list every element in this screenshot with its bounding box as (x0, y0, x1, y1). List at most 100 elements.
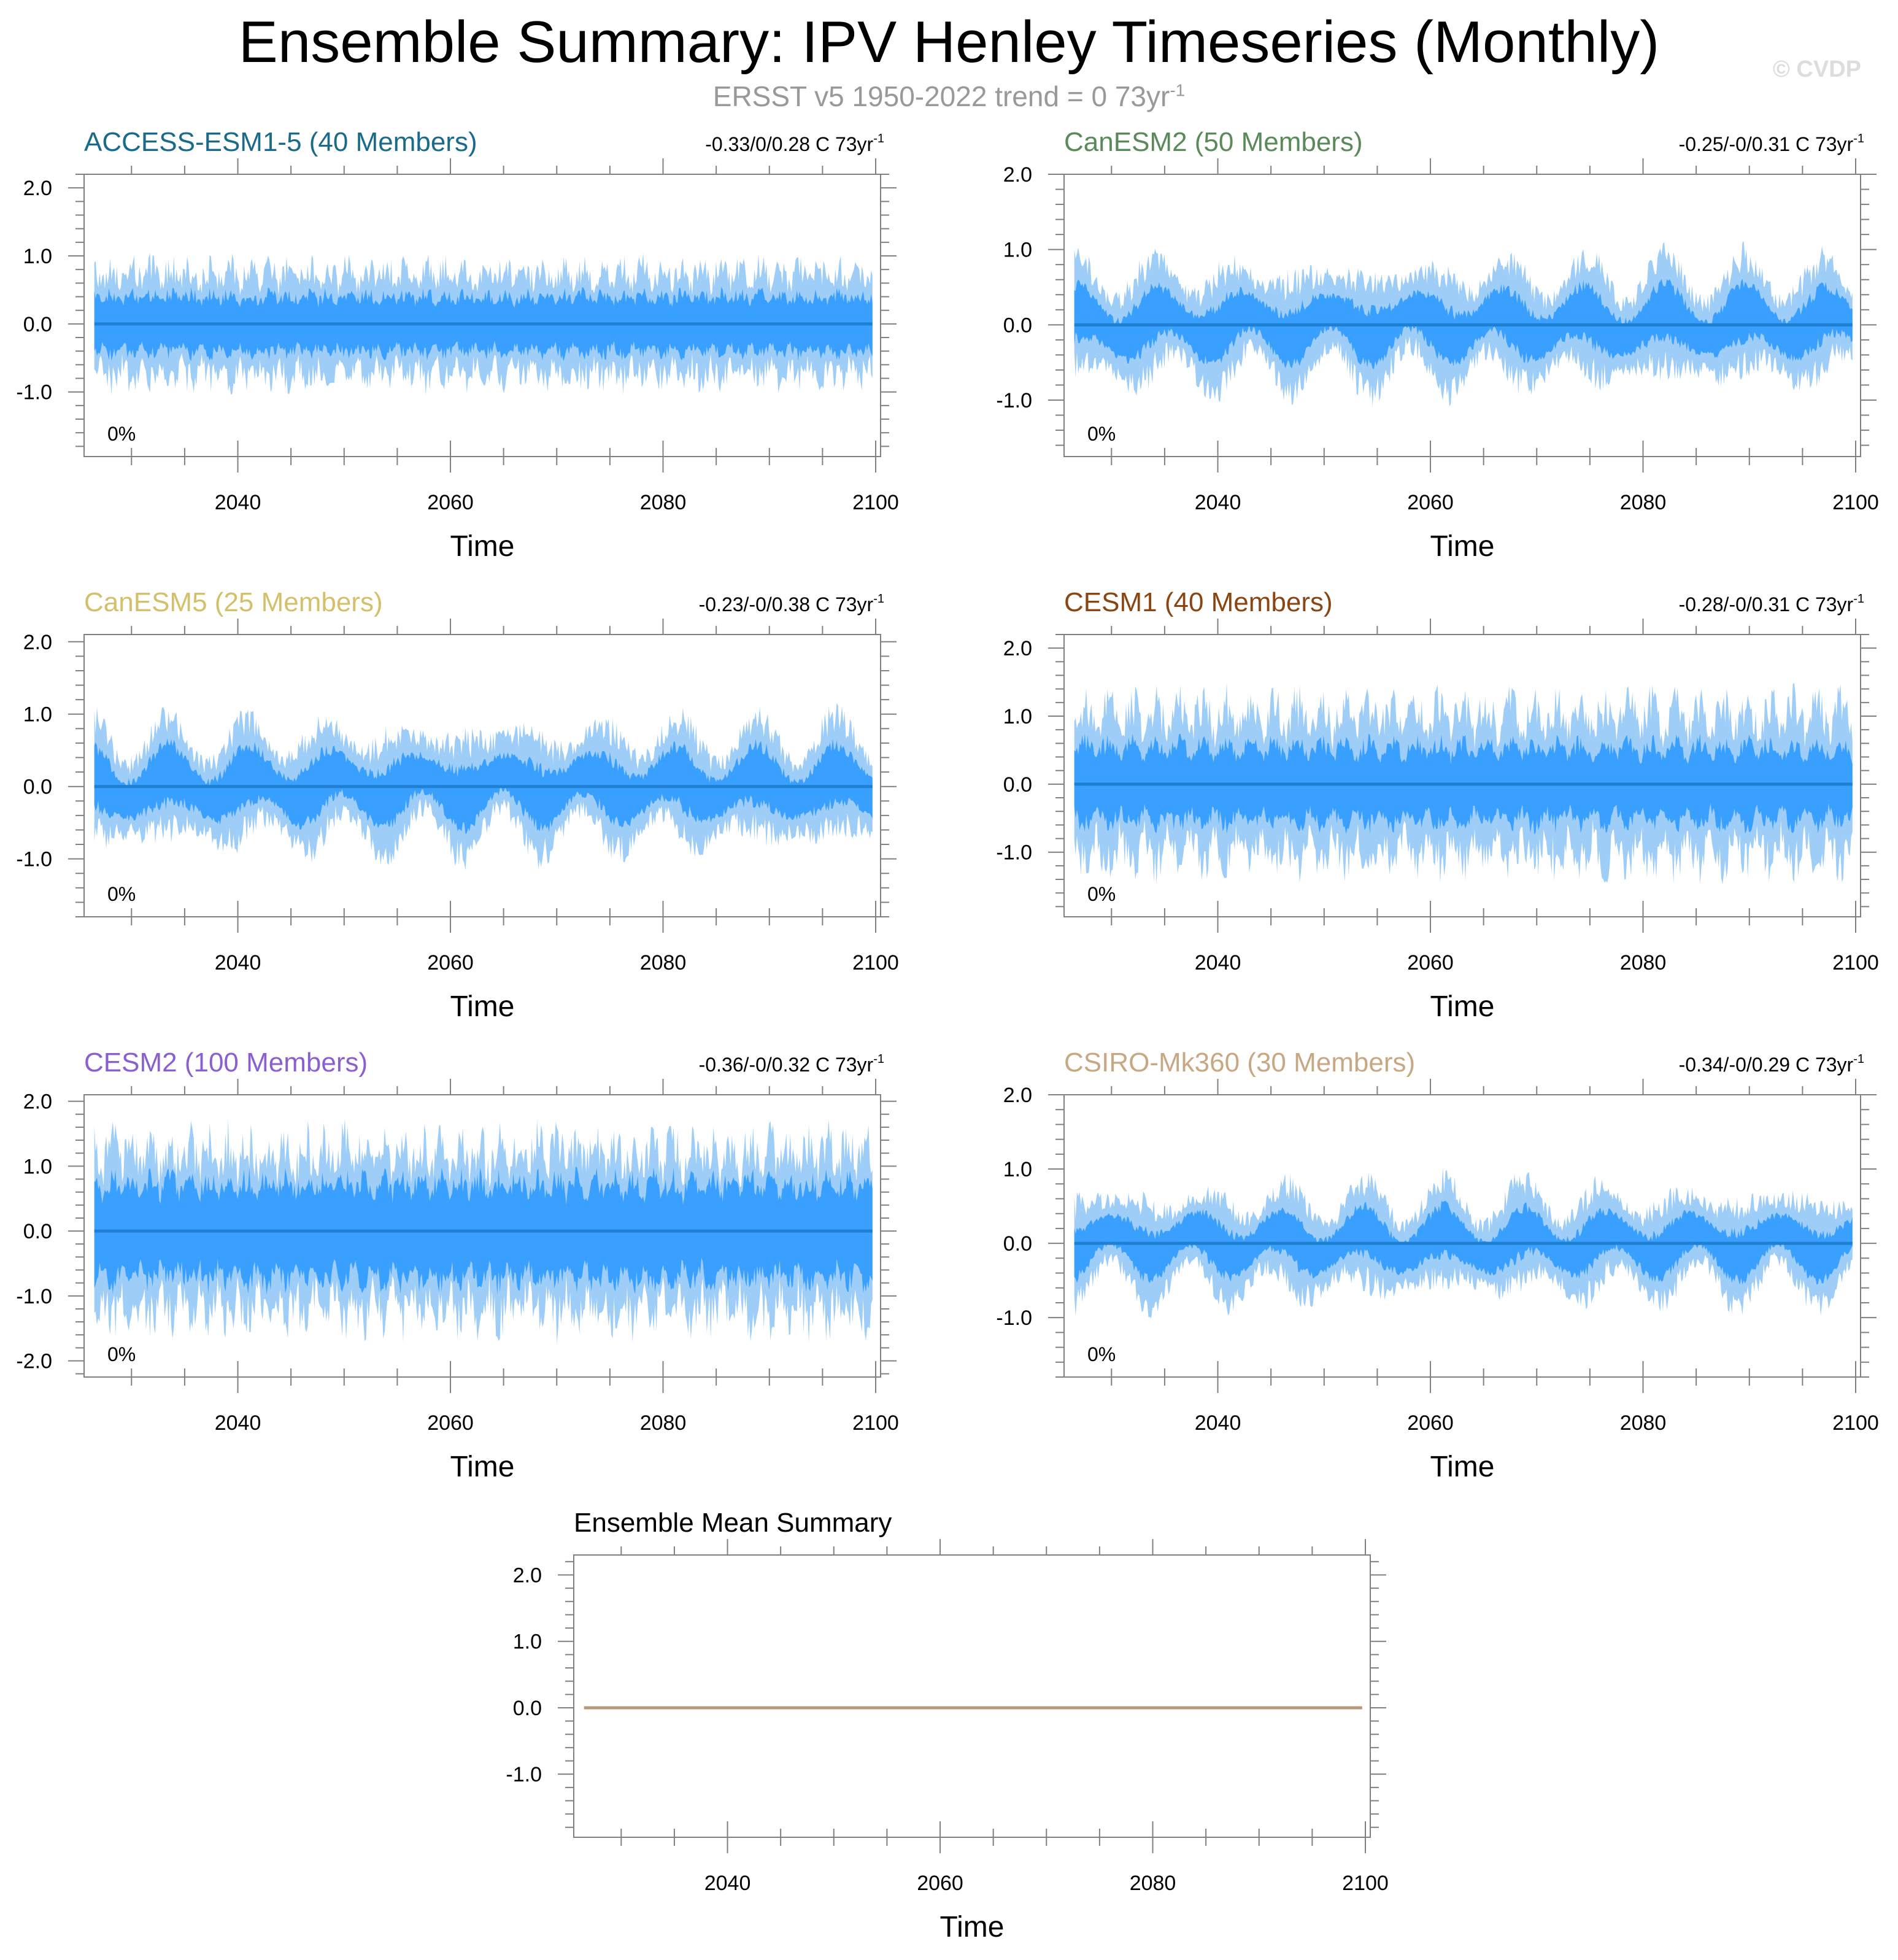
x-tick-label: 2100 (1832, 951, 1879, 974)
x-tick-label: 2060 (427, 491, 474, 514)
x-tick-label: 2040 (215, 951, 261, 974)
x-tick-label: 2040 (215, 1411, 261, 1435)
y-tick-label: 0.0 (23, 1220, 52, 1243)
subtitle-text: ERSST v5 1950-2022 trend = 0 73yr (712, 80, 1170, 112)
y-tick-label: -1.0 (16, 848, 52, 871)
chart-panel-2: CanESM5 (25 Members) -0.23/-0/0.38 C 73yr… (16, 587, 898, 1023)
chart-title: CESM1 (40 Members) (1064, 587, 1333, 617)
chart-title: CanESM2 (50 Members) (1064, 127, 1363, 157)
y-tick-label: -1.0 (506, 1763, 542, 1786)
chart-panel-3: CESM1 (40 Members) -0.28/-0/0.31 C 73yr-1… (996, 587, 1878, 1023)
subtitle-sup: -1 (1170, 80, 1186, 100)
y-tick-label: 0.0 (1003, 773, 1032, 797)
y-tick-label: 0.0 (1003, 1232, 1032, 1256)
plot-frame (83, 634, 881, 917)
trend-label-sup: -1 (873, 132, 884, 145)
trend-label: -0.25/-0/0.31 C 73yr-1 (1679, 132, 1864, 155)
x-tick-label: 2080 (1620, 491, 1667, 514)
x-tick-label: 2060 (1407, 491, 1454, 514)
trend-label: -0.28/-0/0.31 C 73yr-1 (1679, 592, 1864, 615)
x-tick-label: 2100 (852, 1411, 899, 1435)
figure-subtitle: ERSST v5 1950-2022 trend = 0 73yr-1 (0, 80, 1898, 113)
chart-title: CanESM5 (25 Members) (84, 587, 383, 617)
chart-panel-4: CESM2 (100 Members) -0.36/-0/0.32 C 73yr-… (16, 1048, 898, 1483)
plot-frame (83, 1094, 881, 1378)
x-tick-label: 2100 (1342, 1872, 1389, 1895)
trend-label-text: -0.36/-0/0.32 C 73yr (699, 1054, 874, 1076)
y-tick-label: -1.0 (996, 1306, 1032, 1330)
y-tick-label: 0.0 (1003, 314, 1032, 337)
x-tick-label: 2080 (640, 1411, 687, 1435)
trend-label-text: -0.23/-0/0.38 C 73yr (699, 593, 874, 615)
y-tick-label: 1.0 (1003, 705, 1032, 728)
y-tick-label: 2.0 (513, 1564, 542, 1587)
x-tick-label: 2040 (1195, 951, 1241, 974)
x-tick-label: 2080 (1620, 1411, 1667, 1435)
trend-label-sup: -1 (1853, 592, 1864, 606)
plot-frame (1063, 174, 1861, 457)
x-tick-label: 2060 (427, 951, 474, 974)
cvdp-watermark: © CVDP (1772, 56, 1861, 82)
percent-label: 0% (1087, 883, 1116, 905)
trend-label: -0.34/-0/0.29 C 73yr-1 (1679, 1052, 1864, 1076)
y-tick-label: 0.0 (23, 313, 52, 336)
trend-label: -0.36/-0/0.32 C 73yr-1 (699, 1052, 884, 1076)
y-tick-label: -2.0 (16, 1350, 52, 1373)
percent-label: 0% (107, 1343, 136, 1365)
y-tick-label: 2.0 (23, 177, 52, 200)
x-tick-label: 2060 (427, 1411, 474, 1435)
x-axis-label: Time (1430, 1451, 1495, 1483)
x-axis-label: Time (940, 1911, 1005, 1943)
x-tick-label: 2100 (852, 951, 899, 974)
y-tick-label: 1.0 (23, 245, 52, 268)
trend-label-sup: -1 (873, 592, 884, 606)
x-axis-label: Time (450, 1451, 515, 1483)
x-tick-label: 2080 (640, 491, 687, 514)
y-tick-label: -1.0 (996, 841, 1032, 865)
y-tick-label: -1.0 (16, 381, 52, 404)
x-tick-label: 2060 (917, 1872, 963, 1895)
trend-label: -0.33/0/0.28 C 73yr-1 (705, 132, 884, 155)
chart-title: CSIRO-Mk360 (30 Members) (1064, 1048, 1415, 1078)
x-axis-label: Time (1430, 530, 1495, 563)
x-tick-label: 2040 (704, 1872, 751, 1895)
y-tick-label: 1.0 (23, 1155, 52, 1178)
chart-title: CESM2 (100 Members) (84, 1048, 368, 1078)
trend-label-text: -0.28/-0/0.31 C 73yr (1679, 593, 1854, 615)
x-tick-label: 2080 (1130, 1872, 1176, 1895)
x-tick-label: 2080 (640, 951, 687, 974)
x-tick-label: 2100 (852, 491, 899, 514)
percent-label: 0% (107, 423, 136, 445)
chart-title: ACCESS-ESM1-5 (40 Members) (84, 127, 477, 157)
y-tick-label: 2.0 (1003, 163, 1032, 187)
percent-label: 0% (1087, 1343, 1116, 1365)
y-tick-label: 1.0 (23, 703, 52, 727)
percent-label: 0% (107, 883, 136, 905)
y-tick-label: 0.0 (23, 776, 52, 799)
trend-label-text: -0.33/0/0.28 C 73yr (705, 133, 873, 155)
x-tick-label: 2040 (1195, 491, 1241, 514)
trend-label-text: -0.25/-0/0.31 C 73yr (1679, 133, 1854, 155)
y-tick-label: 2.0 (23, 1090, 52, 1114)
y-tick-label: 1.0 (513, 1630, 542, 1654)
percent-label: 0% (1087, 423, 1116, 445)
chart-panel-1: CanESM2 (50 Members) -0.25/-0/0.31 C 73yr… (996, 127, 1878, 563)
y-tick-label: -1.0 (996, 389, 1032, 412)
chart-panel-6: Ensemble Mean Summary 2.0 1.0 0.0 -1.0 2040 20… (506, 1508, 1388, 1943)
chart-panel-0: ACCESS-ESM1-5 (40 Members) -0.33/0/0.28 C… (16, 127, 898, 563)
x-tick-label: 2060 (1407, 1411, 1454, 1435)
x-tick-label: 2080 (1620, 951, 1667, 974)
trend-label-sup: -1 (873, 1052, 884, 1066)
plot-frame (1063, 634, 1861, 917)
y-tick-label: 0.0 (513, 1697, 542, 1720)
x-tick-label: 2100 (1832, 491, 1879, 514)
x-tick-label: 2040 (1195, 1411, 1241, 1435)
y-tick-label: -1.0 (16, 1285, 52, 1308)
trend-label-sup: -1 (1853, 132, 1864, 145)
y-tick-label: 1.0 (1003, 239, 1032, 262)
trend-label-text: -0.34/-0/0.29 C 73yr (1679, 1054, 1854, 1076)
trend-label-sup: -1 (1853, 1052, 1864, 1066)
plot-frame (1063, 1094, 1861, 1378)
